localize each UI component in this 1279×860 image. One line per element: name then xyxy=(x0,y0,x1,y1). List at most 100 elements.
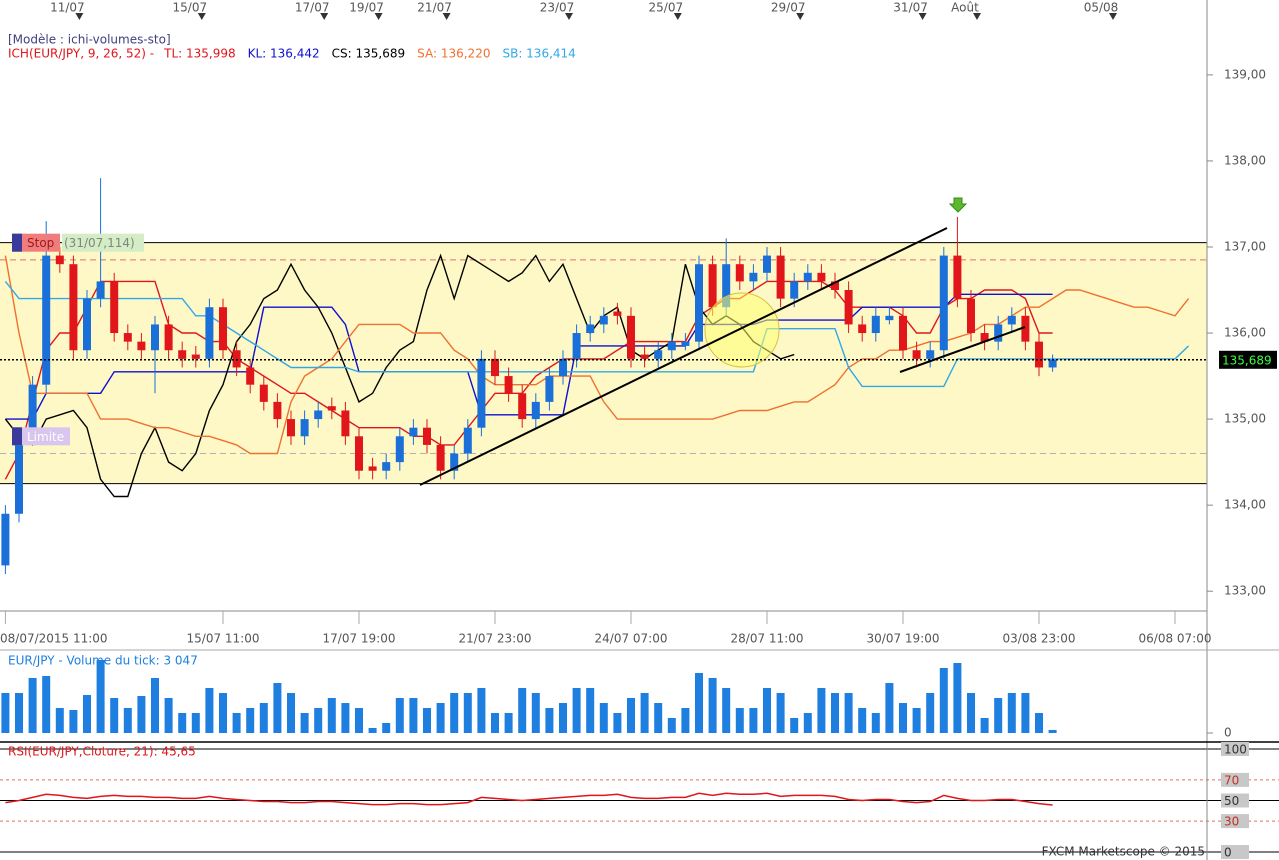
limit-box xyxy=(12,427,70,446)
candle-layer xyxy=(1,178,1057,733)
candle-body xyxy=(749,272,758,282)
volume-bar xyxy=(967,693,975,733)
candle-body xyxy=(545,376,554,402)
candle-body xyxy=(1007,315,1016,325)
volume-bar xyxy=(232,713,241,733)
y-tick-label: 135,00 xyxy=(1224,412,1266,426)
indicator-layer xyxy=(0,253,1279,853)
volume-bar xyxy=(831,693,839,733)
volume-bar xyxy=(749,708,758,733)
trend-line xyxy=(899,326,1026,373)
volume-bar xyxy=(844,693,853,733)
volume-bar xyxy=(545,708,554,733)
date-marker xyxy=(796,13,805,20)
legend-entry: SA: 136,220 xyxy=(417,47,490,61)
date-marker xyxy=(565,13,573,20)
volume-bar xyxy=(450,693,459,733)
top-date-label: 05/08 xyxy=(1084,1,1119,15)
candle-body xyxy=(994,324,1003,342)
candle-body xyxy=(96,281,105,299)
top-date-label: 25/07 xyxy=(649,1,684,15)
top-date-label: 15/07 xyxy=(173,1,208,15)
candle-body xyxy=(1,513,10,566)
tick-label-box xyxy=(1221,793,1249,808)
candle-body xyxy=(871,315,880,334)
volume-bar xyxy=(681,708,690,733)
candle-body xyxy=(273,401,282,420)
top-date-label: 11/07 xyxy=(50,1,85,15)
y-tick-label: 100 xyxy=(1224,743,1247,757)
candle-body xyxy=(518,393,527,420)
volume-bar xyxy=(15,693,23,733)
stop-note: (31/07,114) xyxy=(64,236,135,250)
date-marker xyxy=(918,13,927,20)
top-date-label: 29/07 xyxy=(771,1,806,15)
candle-body xyxy=(559,358,567,377)
candle-body xyxy=(708,264,717,308)
volume-bar xyxy=(1048,729,1057,733)
date-marker xyxy=(673,13,682,20)
volume-bar xyxy=(586,688,595,733)
candle-body xyxy=(395,436,404,463)
volume-bar xyxy=(858,708,867,733)
candle-body xyxy=(803,272,812,282)
candle-body xyxy=(531,401,540,420)
candle-body xyxy=(1021,315,1030,342)
candle-body xyxy=(939,255,948,351)
footer: FXCM Marketscope © 2015 xyxy=(1042,845,1205,859)
candle-body xyxy=(300,419,309,437)
x-tick-label: 03/08 23:00 xyxy=(1003,632,1076,646)
date-marker xyxy=(75,13,84,20)
volume-bar xyxy=(708,678,717,733)
volume-bar xyxy=(327,698,336,733)
candle-body xyxy=(817,272,826,282)
volume-bar xyxy=(355,708,363,733)
candle-body xyxy=(83,298,91,351)
volume-bar xyxy=(477,688,486,733)
volume-bar xyxy=(518,688,527,733)
candle-body xyxy=(667,341,676,351)
candle-body xyxy=(844,290,853,325)
volume-bar xyxy=(695,673,703,733)
candle-body xyxy=(735,264,744,282)
volume-bar xyxy=(395,698,404,733)
volume-bar xyxy=(504,713,513,733)
candle-body xyxy=(259,384,268,402)
volume-bar xyxy=(926,693,935,733)
candle-body xyxy=(382,462,391,471)
candle-body xyxy=(572,333,581,359)
candle-body xyxy=(423,427,431,445)
candle-body xyxy=(355,436,363,471)
volume-bar xyxy=(341,703,350,733)
order-zone xyxy=(0,242,1207,484)
tick-label-box xyxy=(1221,845,1249,859)
candle-body xyxy=(695,264,703,342)
volume-bar xyxy=(300,713,309,733)
panel-title: EUR/JPY - Volume du tick: 3 047 xyxy=(8,654,198,668)
x-tick-label: 24/07 07:00 xyxy=(595,632,668,646)
volume-bar xyxy=(246,708,255,733)
volume-bar xyxy=(735,708,744,733)
volume-bar xyxy=(273,683,282,733)
volume-bar xyxy=(409,698,418,733)
candle-body xyxy=(1035,341,1043,368)
candle-body xyxy=(42,255,51,385)
volume-bar xyxy=(871,713,880,733)
volume-bar xyxy=(164,698,173,733)
candle-body xyxy=(763,255,771,273)
tick-label-box xyxy=(1221,814,1249,829)
y-tick-label: 0 xyxy=(1224,846,1232,860)
volume-bar xyxy=(817,688,826,733)
candle-body xyxy=(504,376,513,394)
legend-entry: TL: 135,998 xyxy=(163,47,236,61)
volume-bar xyxy=(994,698,1003,733)
volume-bar xyxy=(803,713,812,733)
volume-bar xyxy=(763,688,771,733)
candle-body xyxy=(681,341,690,346)
volume-bar xyxy=(613,713,622,733)
top-date-label: 19/07 xyxy=(349,1,384,15)
volume-bar xyxy=(953,663,962,733)
signal-arrow xyxy=(948,197,968,213)
x-tick-label: 15/07 11:00 xyxy=(187,632,260,646)
